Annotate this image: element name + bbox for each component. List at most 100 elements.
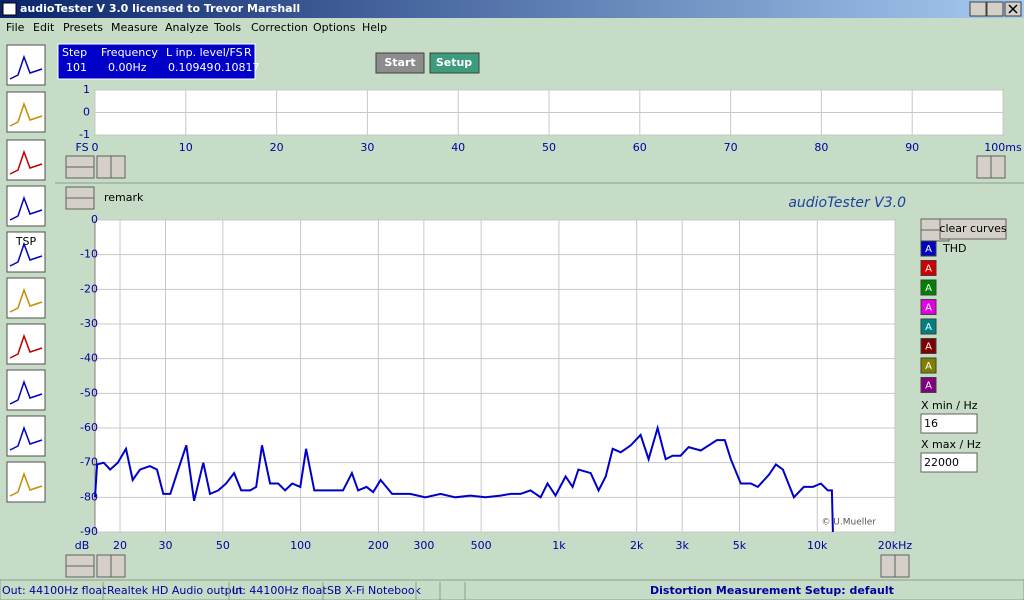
tool-frame (6, 369, 46, 411)
spinners (65, 155, 1006, 578)
x-tick-label: 5k (733, 539, 747, 552)
tool-button[interactable]: TSP (6, 231, 46, 273)
setup-button[interactable] (429, 52, 480, 74)
tool-glyph (9, 425, 43, 451)
x-tick-label: 20 (113, 539, 127, 552)
y-tick-label: -10 (80, 248, 98, 261)
tool-button[interactable] (6, 91, 46, 133)
tool-button[interactable] (6, 461, 46, 503)
tool-glyph (9, 149, 43, 175)
spin-down (65, 197, 95, 210)
readout-panel (57, 43, 256, 80)
readout-value: 0.00Hz (108, 61, 147, 74)
curve-swatch[interactable] (920, 318, 937, 335)
tool-glyph (9, 101, 43, 127)
x-tick-label: 30 (360, 141, 374, 154)
tool-frame (6, 44, 46, 86)
menu-item[interactable]: Edit (33, 21, 55, 34)
readout-header: Frequency (101, 46, 158, 59)
y-tick-label: -20 (80, 282, 98, 295)
tool-button[interactable] (6, 369, 46, 411)
spinner[interactable] (65, 155, 95, 179)
x-tick-label: 10 (179, 141, 193, 154)
close-x (1008, 4, 1018, 14)
minimize[interactable] (969, 1, 987, 17)
menu-item[interactable]: Measure (111, 21, 158, 34)
menu-item[interactable]: Options (313, 21, 356, 34)
tool-button[interactable] (6, 277, 46, 319)
tool-button[interactable] (6, 415, 46, 457)
curve-swatch[interactable] (920, 357, 937, 374)
xmax-value: 22000 (924, 456, 959, 469)
tool-glyph (9, 54, 43, 80)
y-tick-label: -80 (80, 490, 98, 503)
spinner[interactable] (65, 554, 95, 578)
maximize[interactable] (986, 1, 1004, 17)
menu-item[interactable]: File (6, 21, 25, 34)
x-tick-label: 80 (814, 141, 828, 154)
scroll-arrows[interactable] (96, 155, 126, 179)
menu-item[interactable]: Tools (213, 21, 241, 34)
x-tick-label: 70 (724, 141, 738, 154)
curve-swatch[interactable] (920, 338, 937, 354)
menu-bar: File Edit Presets Measure Analyze Tools Correc… (6, 21, 387, 34)
xmax-box[interactable] (920, 452, 978, 473)
status-text: Distortion Measurement Setup: default (650, 584, 894, 597)
spinner[interactable] (65, 186, 95, 210)
curve-letter: A (925, 322, 932, 333)
tool-frame (6, 415, 46, 457)
tool-frame (6, 91, 46, 133)
curve-swatch[interactable] (920, 260, 937, 276)
scroll-arrows[interactable] (880, 554, 910, 578)
clear-label: clear curves (939, 222, 1006, 235)
clear-button[interactable] (939, 218, 1007, 240)
x-tick-label: 10k (807, 539, 828, 552)
xmin-box[interactable] (920, 413, 978, 434)
scroll-arrows[interactable] (96, 554, 126, 578)
menu-item[interactable]: Presets (63, 21, 103, 34)
y-tick-label: 1 (83, 83, 90, 96)
xmin-label: X min / Hz (921, 399, 978, 412)
y-tick-label: -60 (80, 421, 98, 434)
tool-frame (6, 277, 46, 319)
menu-item[interactable]: Help (362, 21, 387, 34)
x-tick-label: 200 (368, 539, 389, 552)
title-bar (0, 0, 1024, 18)
brand: audioTester V3.0 (788, 195, 906, 211)
readout-value: 0.10949 (168, 61, 214, 74)
chart: 0 -10 -20 -30 -40 -50 -60 -70 -80 -90 20 30 50 100 200… (75, 213, 913, 552)
x-tick-label: 50 (216, 539, 230, 552)
x-tick-label: 300 (413, 539, 434, 552)
x-tick-label: 0 (92, 141, 99, 154)
tool-button[interactable] (6, 323, 46, 365)
tool-button[interactable] (6, 139, 46, 181)
window-controls[interactable] (969, 1, 1022, 17)
xmax-label: X max / Hz (921, 438, 981, 451)
curve-swatch[interactable] (920, 299, 937, 315)
tool-glyph (9, 287, 43, 313)
y-axis-label: dB (75, 539, 90, 552)
curve-swatch[interactable] (920, 279, 937, 296)
menu-item[interactable]: Analyze (165, 21, 209, 34)
curve-swatch[interactable] (920, 377, 937, 393)
scroll-arrows[interactable] (976, 155, 1006, 179)
readout-value: 0.10817 (214, 61, 260, 74)
curve-swatch[interactable] (920, 240, 937, 257)
xmin-value: 16 (924, 417, 938, 430)
tool-frame (6, 139, 46, 181)
arrow-left (880, 554, 896, 578)
x-tick-label: 3k (675, 539, 689, 552)
status-text: In: 44100Hz float (232, 584, 327, 597)
tool-button[interactable] (6, 44, 46, 86)
readout: Step Frequency L inp. level/FS R 101 0.00Hz 0.… (62, 46, 260, 74)
menu-item[interactable]: Correction (251, 21, 308, 34)
curve-letter: A (925, 264, 932, 275)
remark: remark (104, 191, 144, 204)
start-button[interactable] (375, 52, 425, 74)
spin-up (65, 554, 95, 567)
tool-button[interactable] (6, 185, 46, 227)
tool-label: TSP (15, 235, 37, 248)
arrow-right (110, 554, 126, 578)
